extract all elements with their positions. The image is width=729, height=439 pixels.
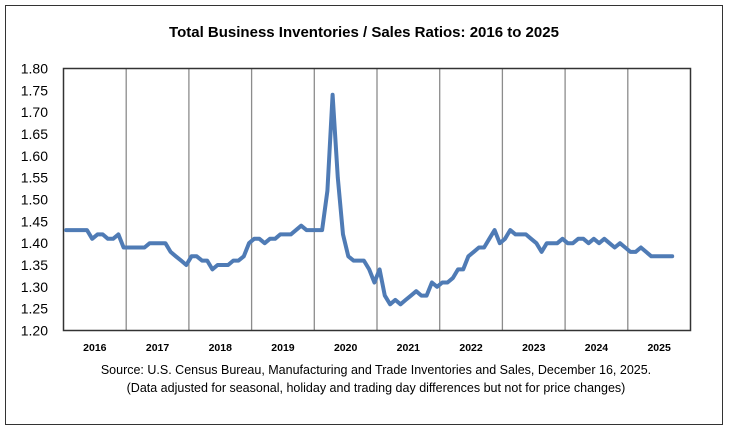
y-tick-label: 1.30 [21,279,48,295]
chart-border [5,5,723,425]
plot-area [62,67,692,332]
x-tick-label: 2020 [334,342,358,354]
adjustment-note: (Data adjusted for seasonal, holiday and… [127,381,626,395]
y-tick-label: 1.40 [21,235,48,251]
x-tick-label: 2017 [146,342,170,354]
y-axis: 1.20 1.25 1.30 1.35 1.40 1.45 1.50 1.55 1.60 1.65… [21,61,48,339]
y-tick-label: 1.75 [21,82,48,98]
y-tick-label: 1.80 [21,61,48,77]
chart-title: Total Business Inventories / Sales Ratio… [169,24,559,41]
y-tick-label: 1.50 [21,192,48,208]
y-tick-label: 1.35 [21,257,48,273]
x-axis: 2016 2017 2018 2019 2020 2021 2022 2023 2024 2025 [83,342,671,354]
series-line [64,92,675,307]
x-tick-label: 2019 [271,342,295,354]
y-tick-label: 1.55 [21,170,48,186]
y-tick-label: 1.20 [21,323,48,339]
x-tick-label: 2021 [397,342,421,354]
y-tick-label: 1.65 [21,126,48,142]
x-tick-label: 2022 [459,342,483,354]
x-tick-label: 2024 [585,342,609,354]
y-tick-label: 1.70 [21,104,48,120]
x-tick-label: 2025 [647,342,671,354]
y-tick-label: 1.60 [21,148,48,164]
source-note: Source: U.S. Census Bureau, Manufacturin… [101,363,651,377]
y-tick-label: 1.45 [21,213,48,229]
x-tick-label: 2018 [209,342,233,354]
y-tick-label: 1.25 [21,301,48,317]
x-tick-label: 2023 [522,342,546,354]
x-tick-label: 2016 [83,342,107,354]
